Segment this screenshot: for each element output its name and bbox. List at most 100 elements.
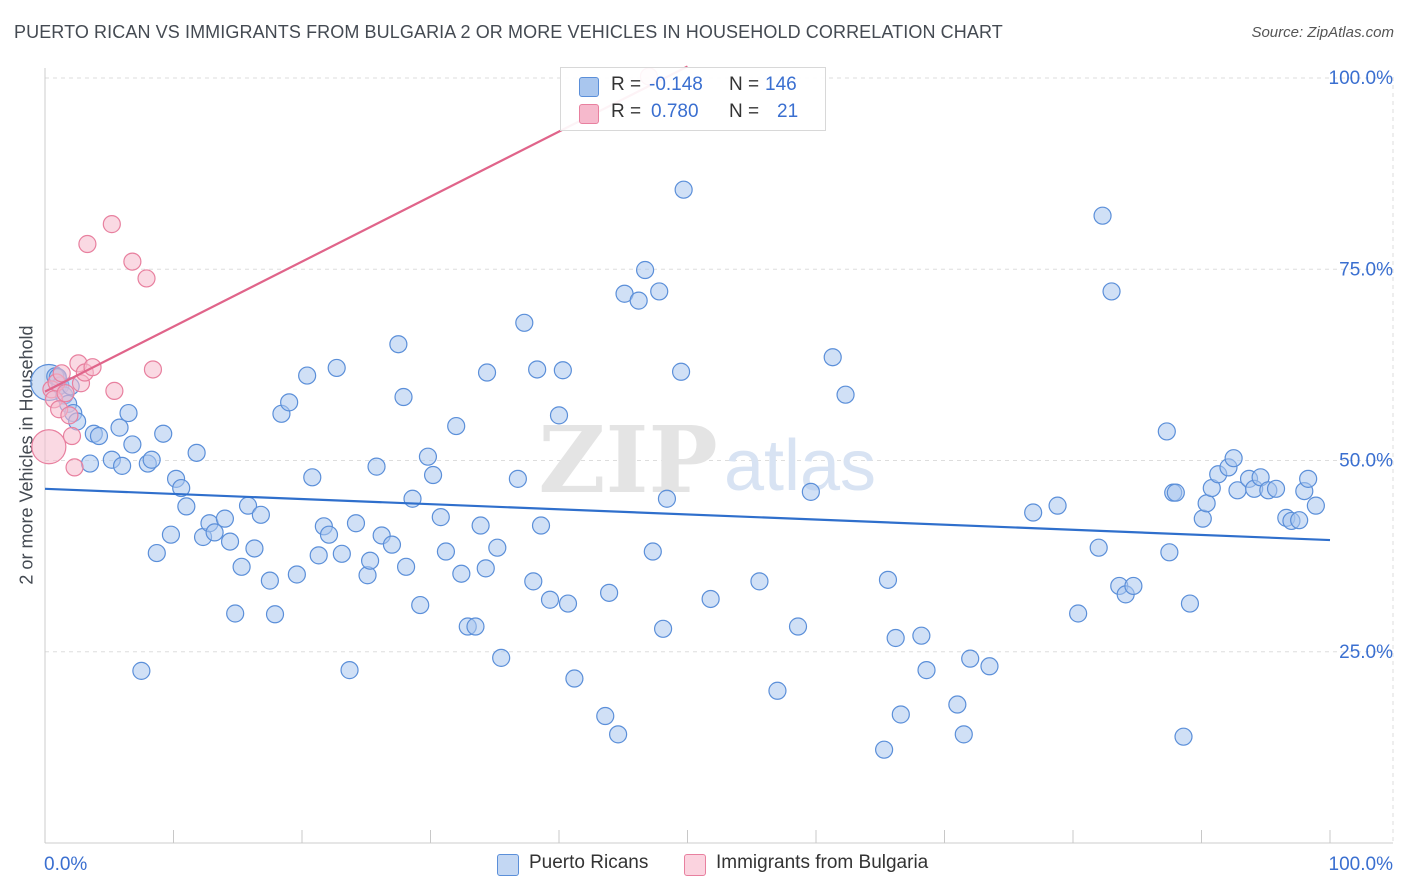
legend-swatch-pink: [579, 104, 599, 124]
puerto-rican-point: [488, 538, 507, 557]
puerto-rican-point: [1180, 594, 1200, 613]
puerto-rican-point: [154, 424, 173, 443]
puerto-rican-point: [701, 589, 720, 609]
puerto-rican-point: [1093, 206, 1112, 225]
puerto-rican-point: [123, 435, 142, 454]
puerto-rican-point: [220, 532, 240, 551]
puerto-rican-point: [280, 393, 299, 412]
puerto-rican-point: [600, 583, 619, 602]
puerto-rican-point: [750, 572, 769, 591]
puerto-rican-point: [1197, 494, 1216, 513]
bulgaria-point: [102, 215, 121, 234]
legend-label-bulgaria: Immigrants from Bulgaria: [716, 852, 929, 873]
legend-n-label: N =: [729, 101, 760, 122]
puerto-rican-point: [553, 361, 572, 380]
puerto-rican-point: [515, 313, 534, 332]
puerto-rican-point: [298, 366, 317, 385]
puerto-rican-point: [1299, 469, 1318, 488]
puerto-rican-point: [1224, 449, 1243, 468]
puerto-rican-point: [1290, 511, 1309, 530]
bulgaria-point: [52, 364, 71, 383]
puerto-rican-point: [657, 489, 677, 508]
puerto-rican-point: [1102, 282, 1121, 301]
puerto-rican-point: [1024, 503, 1043, 522]
puerto-rican-point: [1174, 727, 1193, 746]
puerto-rican-point: [303, 468, 322, 487]
puerto-rican-point: [187, 443, 206, 462]
puerto-rican-point: [110, 418, 129, 437]
puerto-rican-point: [161, 525, 181, 544]
legend-r-value: 0.780: [651, 101, 699, 122]
puerto-rican-point: [142, 450, 161, 469]
puerto-rican-point: [524, 572, 543, 591]
chart-title: PUERTO RICAN VS IMMIGRANTS FROM BULGARIA…: [14, 22, 1003, 42]
tick-labels: 25.0% 50.0% 75.0% 100.0% 0.0% 100.0%: [44, 68, 1393, 875]
puerto-rican-point: [948, 695, 967, 714]
puerto-rican-point: [1157, 422, 1176, 441]
puerto-rican-point: [1166, 483, 1185, 502]
puerto-rican-point: [119, 403, 138, 423]
puerto-rican-point: [367, 457, 386, 476]
puerto-rican-point: [251, 505, 270, 524]
bulgaria-point: [123, 252, 142, 271]
puerto-rican-point: [788, 617, 808, 636]
puerto-rican-point: [1089, 538, 1108, 557]
puerto-rican-point: [823, 348, 842, 367]
puerto-rican-point: [954, 725, 973, 744]
puerto-rican-point: [528, 360, 547, 379]
bulgaria-point: [137, 269, 156, 288]
puerto-rican-point: [394, 387, 413, 407]
puerto-rican-point: [878, 570, 898, 589]
legend-label-puerto-ricans: Puerto Ricans: [529, 852, 649, 873]
puerto-rican-point: [629, 291, 648, 310]
puerto-rican-point: [609, 725, 628, 744]
gridlines: [45, 77, 1395, 843]
puerto-rican-point: [265, 605, 285, 624]
bulgaria-point: [143, 360, 163, 379]
puerto-rican-point: [215, 509, 234, 528]
puerto-rican-point: [1124, 576, 1143, 596]
puerto-rican-point: [309, 546, 328, 565]
puerto-rican-point: [917, 661, 936, 680]
puerto-rican-point: [319, 525, 339, 544]
puerto-rican-point: [1160, 543, 1179, 562]
puerto-rican-point: [471, 516, 490, 535]
puerto-rican-point: [836, 385, 855, 404]
bulgaria-point: [105, 381, 124, 400]
puerto-rican-point: [531, 516, 551, 535]
data-points: [30, 67, 1325, 759]
puerto-rican-point: [1048, 496, 1067, 515]
puerto-rican-point: [112, 456, 132, 475]
puerto-rican-point: [912, 626, 931, 645]
x-tick-label-min: 0.0%: [44, 854, 87, 875]
puerto-rican-point: [466, 617, 485, 636]
axes: [44, 68, 1393, 844]
legend-r-value: -0.148: [649, 74, 703, 95]
puerto-rican-point: [232, 557, 251, 576]
puerto-rican-point: [287, 565, 306, 584]
stats-legend: R = -0.148 N = 146 R = 0.780 N = 21: [560, 67, 826, 131]
watermark: ZIP atlas: [538, 406, 876, 514]
puerto-rican-point: [418, 447, 438, 466]
puerto-rican-point: [361, 551, 380, 570]
puerto-rican-point: [635, 260, 655, 280]
bulgaria-point: [31, 429, 67, 465]
legend-swatch-pink: [684, 854, 706, 876]
puerto-rican-point: [245, 539, 264, 558]
puerto-rican-point: [477, 363, 497, 382]
puerto-rican-point: [961, 649, 980, 668]
puerto-rican-point: [1266, 479, 1286, 498]
puerto-rican-point: [226, 604, 245, 623]
puerto-rican-point: [643, 542, 662, 561]
legend-n-value: 21: [777, 101, 799, 122]
puerto-rican-point: [423, 465, 443, 485]
puerto-rican-point: [80, 454, 100, 473]
x-tick-label-max: 100.0%: [1329, 854, 1394, 875]
puerto-rican-point: [653, 619, 673, 638]
legend-n-label: N =: [729, 74, 760, 95]
bulgaria-point: [60, 406, 79, 425]
puerto-rican-point: [89, 426, 109, 446]
puerto-rican-point: [389, 335, 408, 354]
puerto-rican-point: [875, 740, 894, 759]
